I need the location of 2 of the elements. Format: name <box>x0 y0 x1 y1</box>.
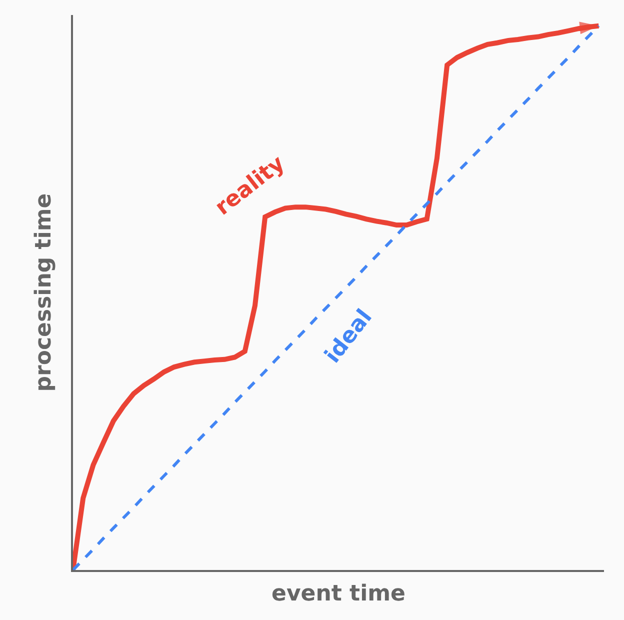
x-axis-title: event time <box>272 582 406 607</box>
y-axis-title: processing time <box>32 193 57 392</box>
